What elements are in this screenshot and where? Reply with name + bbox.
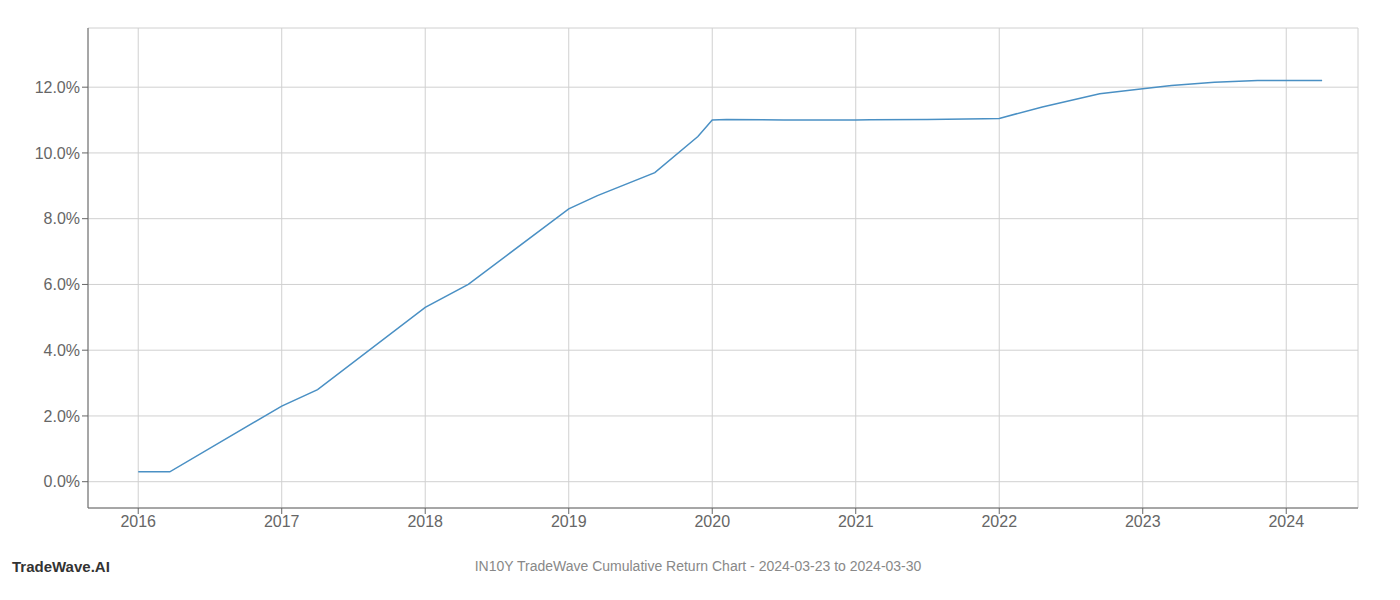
svg-text:2017: 2017 xyxy=(264,513,300,530)
svg-text:10.0%: 10.0% xyxy=(35,145,80,162)
svg-text:2023: 2023 xyxy=(1125,513,1161,530)
svg-text:2021: 2021 xyxy=(838,513,874,530)
svg-text:0.0%: 0.0% xyxy=(44,473,80,490)
svg-text:2.0%: 2.0% xyxy=(44,408,80,425)
svg-text:6.0%: 6.0% xyxy=(44,276,80,293)
svg-text:2019: 2019 xyxy=(551,513,587,530)
svg-text:2020: 2020 xyxy=(694,513,730,530)
html-text:TradeWave.AI: TradeWave.AI xyxy=(12,558,110,575)
svg-text:12.0%: 12.0% xyxy=(35,79,80,96)
html-text:IN10Y TradeWave Cumulative Ret: IN10Y TradeWave Cumulative Return Chart … xyxy=(474,558,922,574)
svg-text:4.0%: 4.0% xyxy=(44,342,80,359)
svg-text:2018: 2018 xyxy=(407,513,443,530)
svg-text:2016: 2016 xyxy=(120,513,156,530)
svg-text:2024: 2024 xyxy=(1268,513,1304,530)
svg-text:2022: 2022 xyxy=(981,513,1017,530)
svg-text:8.0%: 8.0% xyxy=(44,210,80,227)
